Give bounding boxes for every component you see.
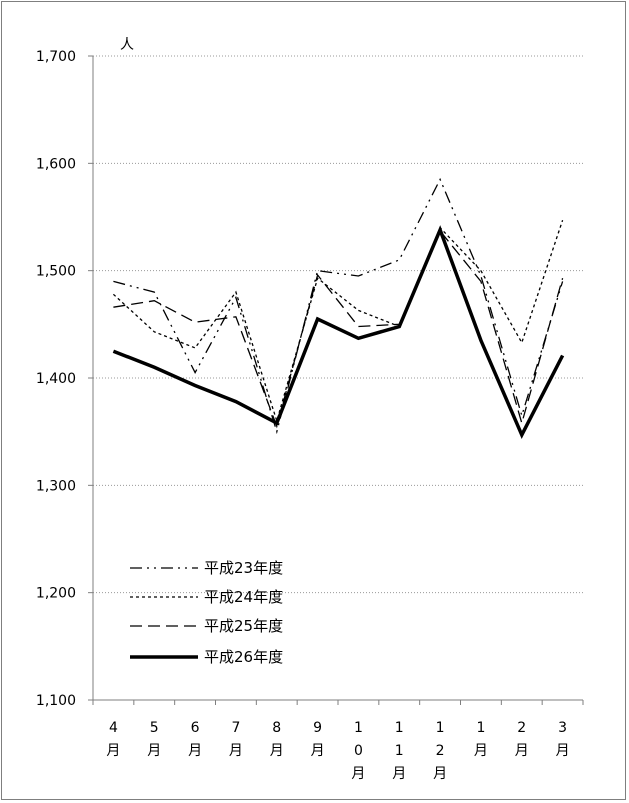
x-tick-label-line: 月 (147, 743, 161, 759)
series-line-4 (112, 225, 565, 439)
x-tick-label-line: 月 (351, 766, 365, 782)
x-tick-label: 2月 (515, 720, 529, 759)
x-tick-label-line: 1 (395, 720, 404, 736)
x-tick-label-line: 月 (229, 743, 243, 759)
series-line-2 (112, 219, 564, 424)
legend-label: 平成23年度 (204, 559, 283, 577)
x-tick-label-line: 月 (474, 743, 488, 759)
y-tick-labels: 1,100 1,200 1,300 1,400 1,500 1,600 1,700 (36, 49, 76, 709)
x-tick-label-line: 3 (558, 720, 567, 736)
x-tick-label-line: 5 (150, 720, 159, 736)
legend-label: 平成26年度 (204, 648, 283, 666)
x-tick-label-line: 1 (436, 720, 445, 736)
x-tick-label-line: 月 (515, 743, 529, 759)
x-tick-label-line: 月 (392, 766, 406, 782)
y-tick-label: 1,200 (36, 586, 76, 602)
y-tick-label: 1,100 (36, 693, 76, 709)
x-tick-label-line: 6 (191, 720, 200, 736)
series-line-1 (113, 177, 564, 435)
x-tick-label-line: 月 (270, 743, 284, 759)
y-tick-label: 1,700 (36, 49, 76, 65)
x-tick-label-line: 9 (313, 720, 322, 736)
x-tick-label: 9月 (311, 720, 325, 759)
x-tick-label-line: 月 (188, 743, 202, 759)
x-tick-label: 1 2 月 (433, 720, 447, 782)
x-tick-label-line: 月 (106, 743, 120, 759)
x-tick-label: 7月 (229, 720, 243, 759)
x-tick-label: 4月 (106, 720, 120, 759)
x-tick-label-line: 1 (476, 720, 485, 736)
legend-label: 平成25年度 (204, 617, 283, 635)
y-tick-label: 1,600 (36, 156, 76, 172)
x-tick-label-line: 2 (436, 743, 445, 759)
x-tick-label-line: 月 (433, 766, 447, 782)
x-tick-label-line: 月 (556, 743, 570, 759)
x-tick-label-line: 7 (231, 720, 240, 736)
x-tick-label: 6月 (188, 720, 202, 759)
y-tick-label: 1,500 (36, 264, 76, 280)
y-axis-unit-label: 人 (120, 37, 134, 53)
x-tick-label: 1 0 月 (351, 720, 365, 782)
y-tick-label: 1,300 (36, 478, 76, 494)
y-tick-label: 1,400 (36, 371, 76, 387)
x-tick-label-line: 4 (109, 720, 118, 736)
x-tick-label: 5月 (147, 720, 161, 759)
legend-label: 平成24年度 (204, 588, 283, 606)
x-tick-label: 1月 (474, 720, 488, 759)
x-tick-label-line: 0 (354, 743, 363, 759)
x-tick-label-line: 8 (272, 720, 281, 736)
gridlines (93, 55, 583, 594)
series-lines (112, 177, 565, 439)
x-tick-label-line: 月 (311, 743, 325, 759)
x-tick-label: 3月 (556, 720, 570, 759)
x-tick-label: 1 1 月 (392, 720, 406, 782)
x-tick-label-line: 1 (354, 720, 363, 736)
x-tick-label: 8月 (270, 720, 284, 759)
series-line-3 (113, 229, 564, 429)
x-tick-label-line: 2 (517, 720, 526, 736)
axes (88, 55, 584, 705)
x-tick-label-line: 1 (395, 743, 404, 759)
